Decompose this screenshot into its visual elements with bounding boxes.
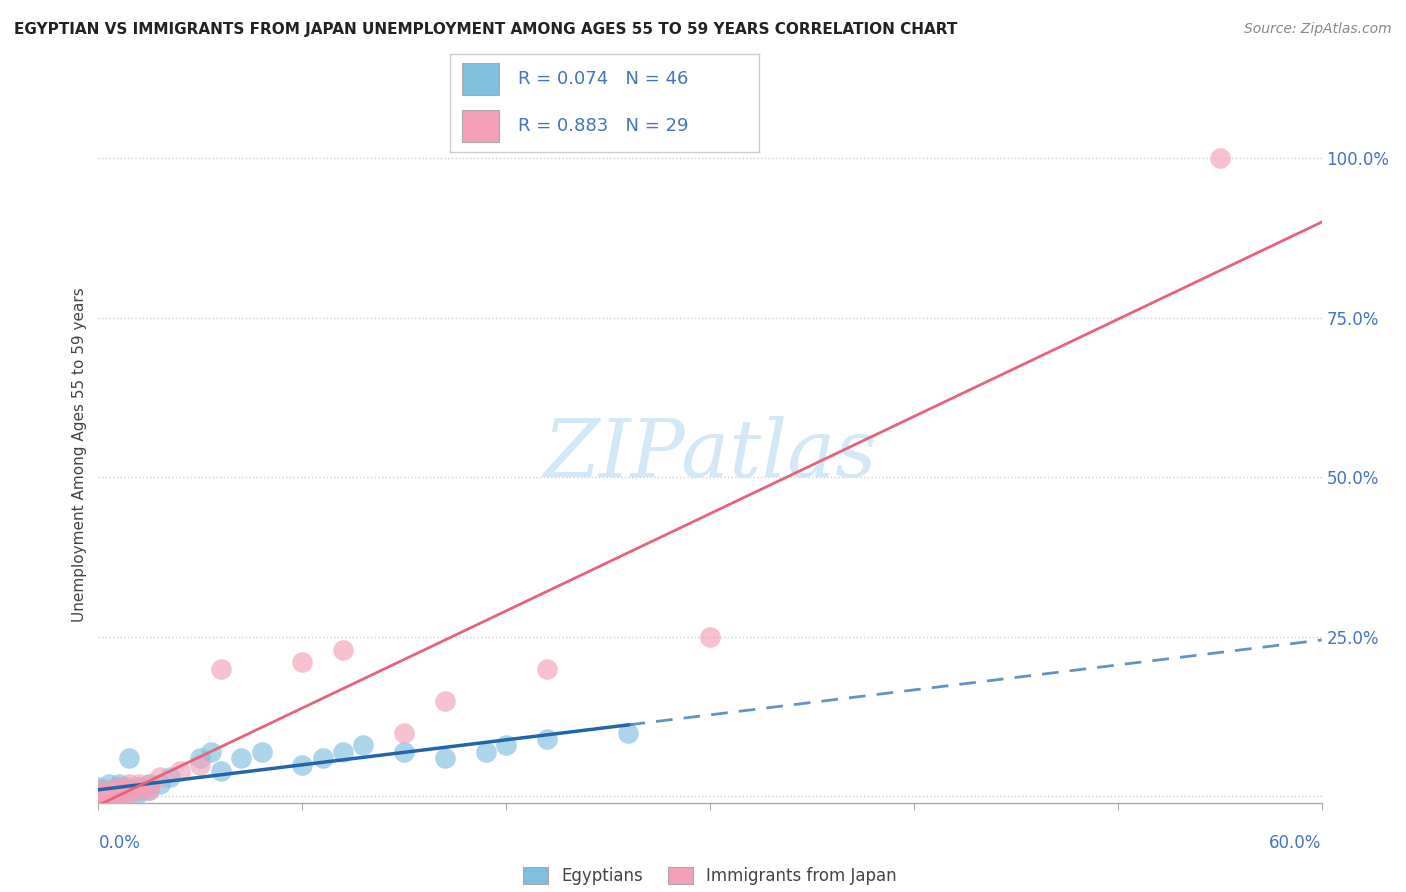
Point <box>111 783 134 797</box>
Point <box>128 780 150 794</box>
Point <box>188 751 212 765</box>
Point <box>87 789 110 804</box>
Point <box>128 777 150 791</box>
Point <box>108 780 131 794</box>
Point <box>291 656 314 670</box>
Point <box>291 757 314 772</box>
Point <box>138 783 160 797</box>
Text: R = 0.074   N = 46: R = 0.074 N = 46 <box>517 70 689 88</box>
FancyBboxPatch shape <box>463 63 499 95</box>
Point <box>159 770 181 784</box>
Point <box>138 777 160 791</box>
Point <box>87 786 110 800</box>
Point <box>392 745 416 759</box>
Point <box>114 780 136 794</box>
Point <box>231 751 253 765</box>
Point <box>87 789 110 804</box>
Point <box>332 745 354 759</box>
Point <box>87 783 110 797</box>
Point <box>87 786 110 800</box>
Point <box>108 777 131 791</box>
Point <box>536 731 558 746</box>
Point <box>332 642 354 657</box>
Point <box>97 777 120 791</box>
Point <box>138 777 160 791</box>
Point <box>118 786 141 800</box>
Point <box>250 745 273 759</box>
Point <box>312 751 335 765</box>
Legend: Egyptians, Immigrants from Japan: Egyptians, Immigrants from Japan <box>516 861 904 892</box>
Point <box>1209 151 1232 165</box>
Point <box>188 757 212 772</box>
Point <box>97 789 120 804</box>
Point <box>108 786 131 800</box>
Point <box>209 764 232 778</box>
Point <box>87 789 110 804</box>
FancyBboxPatch shape <box>463 111 499 142</box>
Point <box>169 764 191 778</box>
Point <box>87 789 110 804</box>
Point <box>118 783 141 797</box>
Point <box>97 789 120 804</box>
Point <box>87 783 110 797</box>
Point <box>392 725 416 739</box>
Point <box>97 786 120 800</box>
Point <box>108 783 131 797</box>
Point <box>108 786 131 800</box>
Text: ZIPatlas: ZIPatlas <box>543 417 877 493</box>
Point <box>87 789 110 804</box>
Point <box>128 783 150 797</box>
Point <box>97 783 120 797</box>
Text: 60.0%: 60.0% <box>1270 834 1322 852</box>
Point <box>118 751 141 765</box>
Point <box>200 745 222 759</box>
Point <box>108 786 131 800</box>
Point <box>87 780 110 794</box>
Point <box>87 786 110 800</box>
Point <box>474 745 498 759</box>
Text: R = 0.883   N = 29: R = 0.883 N = 29 <box>517 117 689 135</box>
Point <box>536 662 558 676</box>
Point <box>118 783 141 797</box>
Point <box>138 783 160 797</box>
Text: Source: ZipAtlas.com: Source: ZipAtlas.com <box>1244 22 1392 37</box>
Text: EGYPTIAN VS IMMIGRANTS FROM JAPAN UNEMPLOYMENT AMONG AGES 55 TO 59 YEARS CORRELA: EGYPTIAN VS IMMIGRANTS FROM JAPAN UNEMPL… <box>14 22 957 37</box>
Point <box>118 786 141 800</box>
Point <box>97 783 120 797</box>
Point <box>108 789 131 804</box>
Point <box>97 786 120 800</box>
Y-axis label: Unemployment Among Ages 55 to 59 years: Unemployment Among Ages 55 to 59 years <box>72 287 87 623</box>
Point <box>209 662 232 676</box>
Point <box>108 780 131 794</box>
Point <box>128 783 150 797</box>
Point <box>118 777 141 791</box>
Point <box>617 725 640 739</box>
Point <box>149 770 172 784</box>
Point <box>352 739 374 753</box>
Point <box>87 789 110 804</box>
Point <box>128 786 150 800</box>
Point <box>108 783 131 797</box>
Point <box>699 630 721 644</box>
Point <box>108 789 131 804</box>
Point <box>434 751 457 765</box>
Point <box>434 694 457 708</box>
Point <box>87 783 110 797</box>
Point <box>495 739 517 753</box>
Text: 0.0%: 0.0% <box>98 834 141 852</box>
Point <box>149 777 172 791</box>
